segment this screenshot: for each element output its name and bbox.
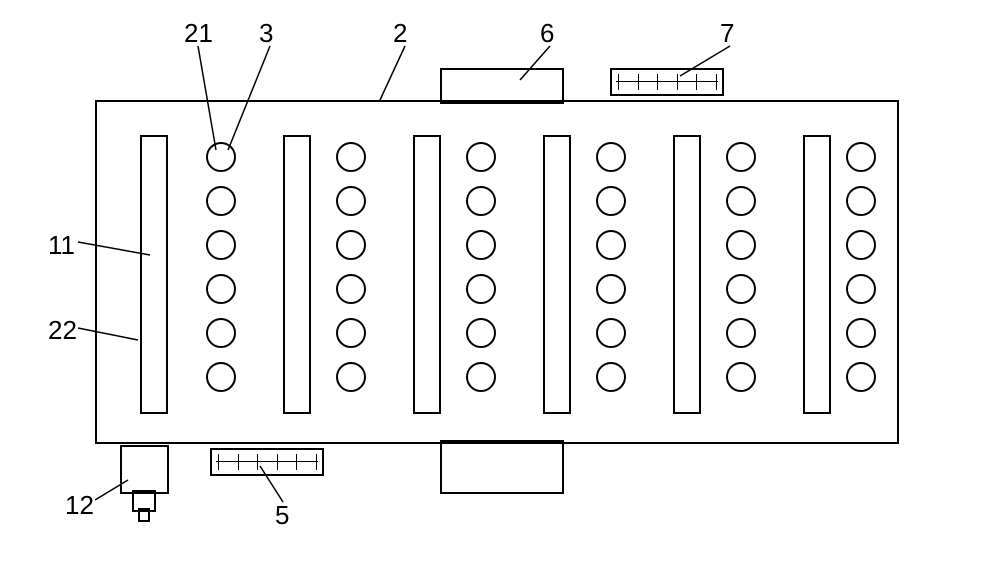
bottom-ruler-5	[210, 448, 324, 476]
diagram-canvas: 21 3 2 6 7 11 22 12 5	[0, 0, 1000, 576]
hole-circle	[846, 362, 876, 392]
bottom-protrusion	[440, 440, 564, 494]
hole-circle	[336, 230, 366, 260]
label-7: 7	[720, 18, 734, 49]
label-5: 5	[275, 500, 289, 531]
label-21: 21	[184, 18, 213, 49]
hole-circle	[726, 230, 756, 260]
hole-circle	[206, 362, 236, 392]
hole-circle	[466, 186, 496, 216]
hole-circle	[336, 186, 366, 216]
label-22: 22	[48, 315, 77, 346]
hole-circle	[596, 230, 626, 260]
hole-circle	[206, 186, 236, 216]
hole-circle	[466, 362, 496, 392]
label-2: 2	[393, 18, 407, 49]
label-12: 12	[65, 490, 94, 521]
hole-circle	[466, 142, 496, 172]
hole-circle	[726, 362, 756, 392]
hole-circle	[596, 362, 626, 392]
top-protrusion-6	[440, 68, 564, 104]
vertical-bar	[673, 135, 701, 414]
hole-circle	[466, 230, 496, 260]
hole-circle	[206, 274, 236, 304]
label-6: 6	[540, 18, 554, 49]
hole-circle	[846, 318, 876, 348]
hole-circle	[466, 318, 496, 348]
hole-circle	[726, 318, 756, 348]
hole-circle	[846, 274, 876, 304]
hole-circle	[336, 318, 366, 348]
hole-circle	[846, 142, 876, 172]
hole-circle	[206, 318, 236, 348]
hole-circle	[846, 186, 876, 216]
label-11: 11	[48, 230, 75, 261]
hole-circle	[726, 142, 756, 172]
hole-circle	[596, 142, 626, 172]
vertical-bar	[413, 135, 441, 414]
hole-circle	[596, 274, 626, 304]
top-ruler-7	[610, 68, 724, 96]
label-3: 3	[259, 18, 273, 49]
hole-circle	[336, 142, 366, 172]
hole-circle	[206, 230, 236, 260]
vertical-bar	[543, 135, 571, 414]
hole-circle	[596, 318, 626, 348]
bottom-left-piece-tip	[138, 508, 150, 522]
vertical-bar	[140, 135, 168, 414]
hole-circle	[206, 142, 236, 172]
hole-circle	[726, 274, 756, 304]
hole-circle	[336, 362, 366, 392]
vertical-bar	[283, 135, 311, 414]
vertical-bar	[803, 135, 831, 414]
hole-circle	[846, 230, 876, 260]
hole-circle	[466, 274, 496, 304]
bottom-left-piece-outer	[120, 445, 169, 494]
hole-circle	[336, 274, 366, 304]
hole-circle	[596, 186, 626, 216]
hole-circle	[726, 186, 756, 216]
